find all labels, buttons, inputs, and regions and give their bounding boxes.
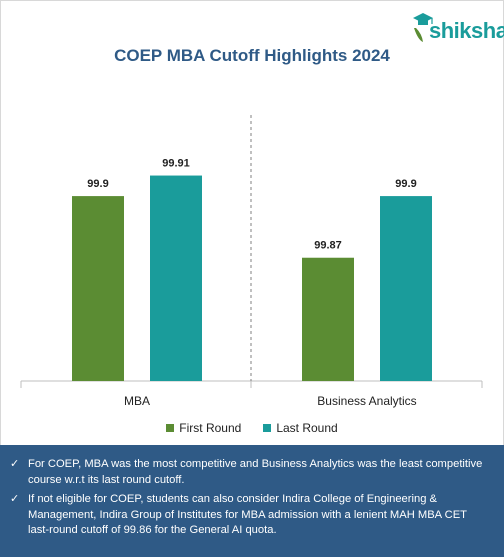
legend-item-first-round: First Round [166, 421, 241, 435]
bar-last-round-mba [150, 175, 202, 381]
data-label-first-round-mba: 99.9 [87, 178, 108, 190]
legend: First Round Last Round [0, 421, 504, 435]
bar-last-round-business-analytics [380, 196, 432, 381]
notes-panel: ✓ For COEP, MBA was the most competitive… [0, 445, 504, 557]
bar-first-round-business-analytics [302, 257, 354, 381]
legend-item-last-round: Last Round [263, 421, 338, 435]
note-item: ✓ For COEP, MBA was the most competitive… [10, 457, 490, 488]
logo-text: shiksha [429, 18, 504, 43]
data-label-first-round-business-analytics: 99.87 [314, 240, 342, 252]
category-label-business-analytics: Business Analytics [317, 394, 416, 408]
bar-first-round-mba [72, 196, 124, 381]
shiksha-logo [410, 8, 500, 48]
note-text: For COEP, MBA was the most competitive a… [28, 458, 483, 486]
note-item: ✓ If not eligible for COEP, students can… [10, 492, 490, 539]
category-label-mba: MBA [124, 394, 150, 408]
data-label-last-round-business-analytics: 99.9 [395, 178, 416, 190]
checkmark-icon: ✓ [10, 493, 20, 505]
legend-label-first-round: First Round [179, 421, 242, 435]
note-text: If not eligible for COEP, students can a… [28, 493, 467, 536]
checkmark-icon: ✓ [10, 458, 20, 470]
bar-chart: 99.9 99.91 MBA 99.87 99.9 Business Analytics [20, 115, 483, 408]
legend-label-last-round: Last Round [276, 421, 338, 435]
graduation-cap-icon [413, 13, 433, 42]
chart-title: COEP MBA Cutoff Highlights 2024 [114, 46, 390, 65]
legend-swatch-last-round [263, 424, 272, 432]
legend-swatch-first-round [166, 424, 175, 432]
data-label-last-round-mba: 99.91 [162, 158, 190, 170]
